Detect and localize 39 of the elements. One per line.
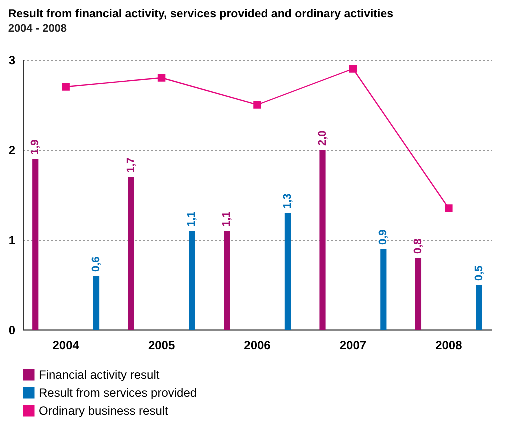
x-tick-label: 2008 — [436, 338, 463, 352]
point — [62, 83, 70, 91]
bar — [93, 276, 100, 330]
data-label: 1,1 — [186, 212, 198, 227]
data-label: 0,8 — [412, 238, 424, 254]
bar — [32, 159, 39, 330]
bar — [320, 150, 326, 330]
chart-subtitle: 2004 - 2008 — [8, 23, 68, 35]
data-label: 1,9 — [30, 140, 42, 155]
x-tick-label: 2007 — [340, 338, 367, 352]
data-label: 1,3 — [282, 194, 294, 209]
bar — [189, 231, 196, 330]
legend-label: Ordinary business result — [39, 404, 170, 418]
point — [349, 65, 358, 73]
point — [445, 204, 453, 212]
chart-title: Result from financial activity, services provided and ordinary activities — [8, 8, 394, 20]
x-tick-label: 2005 — [148, 338, 176, 352]
bar — [224, 231, 230, 330]
data-label: 1,7 — [125, 158, 138, 173]
data-label: 0,5 — [473, 266, 486, 281]
data-label: 0,6 — [90, 256, 103, 272]
point — [254, 101, 262, 109]
legend-label: Financial activity result — [39, 368, 160, 382]
x-tick-label: 2004 — [52, 338, 80, 352]
y-tick-label: 0 — [8, 324, 16, 338]
bar — [128, 177, 134, 330]
data-label: 0,9 — [378, 230, 390, 245]
point — [158, 74, 166, 82]
y-tick-label: 1 — [8, 234, 16, 248]
x-tick-label: 2006 — [244, 338, 272, 352]
bar — [380, 249, 387, 330]
data-label: 2,0 — [316, 130, 329, 146]
bar — [476, 285, 482, 330]
y-tick-label: 2 — [8, 144, 16, 158]
bar — [284, 213, 291, 330]
y-tick-label: 3 — [8, 54, 16, 68]
legend-label: Result from services provided — [39, 386, 198, 400]
bar — [415, 258, 422, 330]
data-label: 1,1 — [221, 212, 234, 227]
